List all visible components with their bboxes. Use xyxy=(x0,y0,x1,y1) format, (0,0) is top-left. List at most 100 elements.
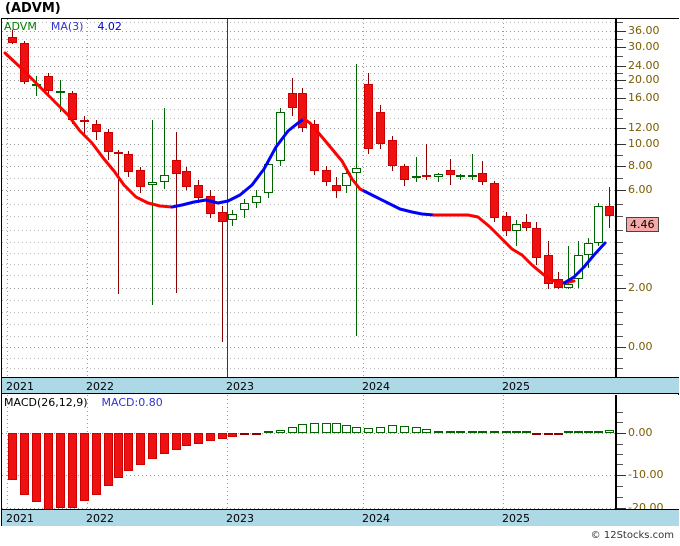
macd-bar xyxy=(68,433,77,508)
price-gridline-minor xyxy=(2,22,615,23)
macd-year-gridline xyxy=(363,395,364,509)
price-axis-label: 12.00 xyxy=(628,121,660,134)
price-tick xyxy=(617,80,626,81)
macd-bar xyxy=(310,422,319,433)
candle-body xyxy=(544,254,553,284)
price-chart-panel[interactable] xyxy=(2,19,615,377)
candle-wick xyxy=(118,150,119,295)
candle-body xyxy=(8,37,17,43)
price-gridline xyxy=(2,98,615,99)
price-tick-minor xyxy=(617,204,623,205)
candle-wick xyxy=(222,206,223,343)
price-tick xyxy=(617,66,626,67)
macd-bar xyxy=(490,431,499,433)
macd-bar xyxy=(544,433,553,435)
candle-body xyxy=(182,171,191,188)
candle-wick xyxy=(568,246,569,290)
macd-bar xyxy=(136,433,145,465)
macd-legend: MACD(26,12,9) MACD:0.80 xyxy=(4,396,163,409)
price-tick-minor xyxy=(617,155,623,156)
price-tick-minor xyxy=(617,253,623,254)
price-gridline-minor xyxy=(2,253,615,254)
legend-macd-label: MACD(26,12,9) xyxy=(4,396,88,409)
x-axis-date-band-price: 2021 2022 2023 2024 2025 xyxy=(2,377,679,394)
price-axis-label: 36.00 xyxy=(628,24,660,37)
price-tick-minor xyxy=(617,264,623,265)
macd-bar xyxy=(264,431,273,433)
macd-gridline xyxy=(2,508,615,509)
price-gridline xyxy=(2,47,615,48)
price-axis-label: 16.00 xyxy=(628,91,660,104)
candle-body xyxy=(412,175,421,178)
macd-chart-panel[interactable] xyxy=(2,395,615,509)
macd-bar xyxy=(584,431,593,433)
macd-axis-line xyxy=(615,395,617,509)
price-gridline-minor xyxy=(2,300,615,301)
candle-body xyxy=(124,154,133,173)
macd-bar xyxy=(342,424,351,433)
legend-symbol: ADVM xyxy=(4,20,37,33)
macd-tick xyxy=(617,433,626,434)
price-axis-label: 0.00 xyxy=(628,340,653,353)
macd-bar xyxy=(8,433,17,480)
candle-body xyxy=(56,90,65,94)
x-axis-year-label: 2025 xyxy=(502,512,530,525)
candle-body xyxy=(532,228,541,258)
price-tick-minor xyxy=(617,73,623,74)
candle-wick xyxy=(426,144,427,180)
candle-wick xyxy=(12,29,13,45)
candle-body xyxy=(44,76,53,91)
candle-body xyxy=(502,215,511,231)
candle-body xyxy=(32,84,41,87)
candle-body xyxy=(20,42,29,83)
page-title: (ADVM) xyxy=(5,1,61,16)
candle-body xyxy=(446,170,455,175)
price-axis-label: 10.00 xyxy=(628,137,660,150)
price-tick-minor xyxy=(617,300,623,301)
candle-body xyxy=(422,174,431,177)
price-gridline xyxy=(2,347,615,348)
macd-bar xyxy=(594,431,603,433)
candle-body xyxy=(564,283,573,288)
macd-tick xyxy=(617,475,626,476)
candle-wick xyxy=(356,64,357,337)
price-axis-label: 2.00 xyxy=(628,281,653,294)
macd-tick-minor xyxy=(617,464,623,465)
legend-ma-label: MA(3) xyxy=(50,20,84,33)
price-tick xyxy=(617,31,626,32)
price-gridline-minor xyxy=(2,324,615,325)
macd-bar xyxy=(32,433,41,503)
candle-body xyxy=(522,221,531,229)
price-gridline-minor xyxy=(2,230,615,231)
macd-bar xyxy=(182,433,191,447)
candle-body xyxy=(240,202,249,210)
price-tick-minor xyxy=(617,22,623,23)
macd-bar xyxy=(298,424,307,433)
price-tick-minor xyxy=(617,242,623,243)
price-gridline xyxy=(2,80,615,81)
macd-bar xyxy=(422,429,431,433)
macd-bar xyxy=(388,425,397,433)
candle-body xyxy=(288,93,297,109)
price-gridline-minor xyxy=(2,216,615,217)
macd-year-gridline xyxy=(503,395,504,509)
price-tick-minor xyxy=(617,336,623,337)
price-gridline-minor xyxy=(2,264,615,265)
macd-bar xyxy=(92,433,101,495)
macd-bar xyxy=(446,431,455,433)
candle-body xyxy=(554,279,563,288)
macd-axis-label: 0.00 xyxy=(628,426,653,439)
price-tick-minor xyxy=(617,324,623,325)
macd-bar xyxy=(478,431,487,433)
price-tick xyxy=(617,190,626,191)
macd-bar xyxy=(502,431,511,433)
macd-tick-minor xyxy=(617,444,623,445)
price-gridline-minor xyxy=(2,204,615,205)
price-tick-minor xyxy=(617,109,623,110)
macd-axis-label: -10.00 xyxy=(628,468,664,481)
ma-line-segment xyxy=(3,51,174,209)
candle-body xyxy=(490,183,499,218)
price-gridline xyxy=(2,144,615,145)
macd-bar xyxy=(148,433,157,460)
